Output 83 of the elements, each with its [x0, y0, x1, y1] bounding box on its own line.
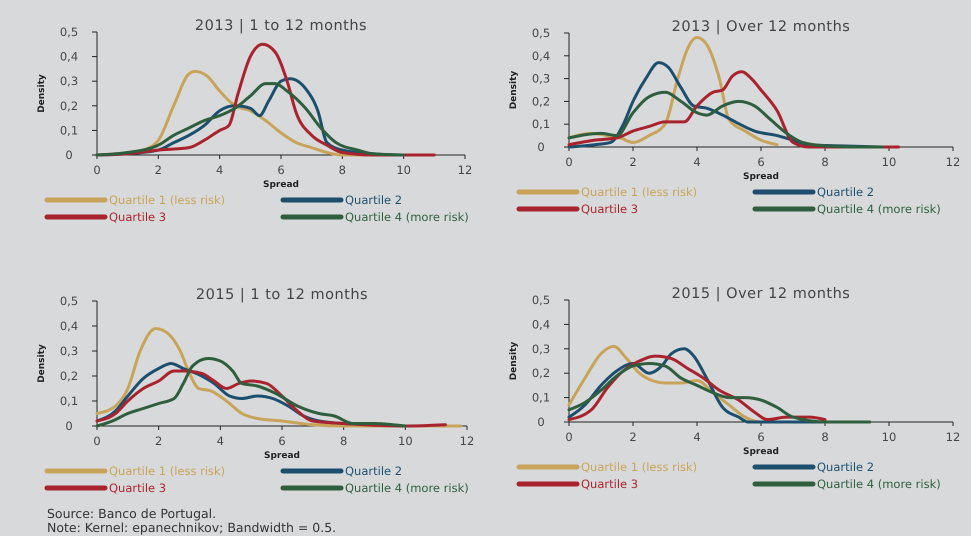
x-tick-label: 10	[882, 155, 896, 169]
text: Quartile 2	[817, 185, 874, 199]
x-tick-label: 10	[396, 163, 411, 177]
y-axis-title: Density	[509, 70, 519, 110]
x-tick-label: 0	[93, 163, 101, 177]
x-tick-label: 4	[216, 163, 224, 177]
y-tick-label: 0,4	[532, 317, 550, 332]
x-tick-label: 0	[565, 430, 573, 444]
y-tick-label: 0,2	[532, 366, 550, 380]
x-tick-label: 0	[565, 155, 573, 169]
y-tick-label: 0,2	[60, 98, 78, 113]
y-axis-title: Density	[37, 344, 47, 383]
x-tick-label: 6	[757, 430, 765, 444]
x-tick-label: 10	[398, 434, 413, 448]
y-tick-label: 0,2	[532, 94, 550, 108]
x-tick-label: 4	[216, 434, 224, 448]
text: Quartile 4 (more risk)	[817, 202, 941, 216]
y-tick-label: 0	[65, 419, 73, 433]
x-tick-label: 6	[278, 434, 286, 448]
x-tick-label: 0	[93, 434, 101, 448]
text: Quartile 3	[581, 202, 638, 216]
y-axis-title: Density	[37, 74, 47, 113]
text: Quartile 1 (less risk)	[581, 460, 698, 474]
x-tick-label: 12	[458, 163, 472, 177]
x-axis-title: Spread	[743, 447, 779, 457]
y-tick-label: 0,5	[532, 293, 550, 307]
chart-title: 2015 | Over 12 months	[672, 286, 850, 302]
text: Quartile 4 (more risk)	[817, 477, 941, 491]
y-tick-label: 0,3	[60, 74, 78, 88]
text: Note: Kernel: epanechnikov; Bandwidth = 0.5.	[47, 520, 336, 535]
x-tick-label: 12	[460, 434, 474, 448]
line-series	[568, 90, 884, 148]
y-tick-label: 0,4	[60, 319, 78, 333]
y-tick-label: 0,3	[532, 342, 550, 356]
x-tick-label: 8	[821, 155, 829, 169]
x-axis-title: Spread	[263, 180, 299, 190]
y-tick-label: 0,4	[60, 50, 78, 64]
y-tick-label: 0,3	[532, 72, 550, 86]
chart-title: 2013 | Over 12 months	[672, 19, 850, 35]
x-tick-label: 8	[338, 163, 346, 177]
x-tick-label: 12	[946, 155, 960, 169]
x-tick-label: 8	[821, 430, 829, 444]
y-tick-label: 0,1	[532, 390, 550, 405]
x-tick-label: 4	[693, 155, 701, 169]
y-tick-label: 0	[537, 415, 545, 429]
line-series	[568, 362, 872, 424]
text: Quartile 2	[345, 464, 402, 478]
text: Quartile 3	[109, 481, 166, 495]
y-axis-title: Density	[509, 342, 519, 380]
y-tick-label: 0,2	[60, 369, 78, 383]
text: Quartile 1 (less risk)	[109, 193, 226, 207]
y-tick-label: 0,4	[532, 48, 550, 63]
x-tick-label: 4	[693, 430, 701, 444]
y-tick-label: 0,1	[60, 123, 78, 138]
x-axis-title: Spread	[743, 172, 779, 182]
text: Quartile 1 (less risk)	[581, 185, 698, 199]
x-tick-label: 6	[277, 163, 285, 177]
x-tick-label: 2	[629, 430, 637, 444]
y-tick-label: 0,1	[60, 394, 78, 408]
y-tick-label: 0,5	[532, 26, 550, 40]
y-tick-label: 0,5	[60, 294, 78, 308]
text: Quartile 1 (less risk)	[109, 464, 226, 478]
x-tick-label: 8	[340, 434, 348, 448]
y-tick-label: 0	[537, 140, 545, 154]
y-tick-label: 0,5	[60, 25, 78, 39]
text: Quartile 3	[581, 477, 638, 491]
y-tick-label: 0,1	[532, 117, 550, 132]
source-note: Source: Banco de Portugal.	[47, 506, 216, 521]
x-tick-label: 6	[757, 155, 765, 169]
text: Quartile 3	[109, 210, 166, 224]
x-tick-label: 12	[946, 430, 960, 444]
chart-title: 2015 | 1 to 12 months	[196, 287, 368, 303]
text: Quartile 4 (more risk)	[345, 481, 469, 495]
y-tick-label: 0,3	[60, 344, 78, 358]
text: Quartile 4 (more risk)	[345, 210, 469, 224]
x-tick-label: 2	[629, 155, 637, 169]
text: Quartile 2	[817, 460, 874, 474]
x-tick-label: 2	[155, 434, 162, 448]
x-axis-title: Spread	[264, 451, 300, 461]
x-tick-label: 2	[154, 163, 162, 177]
x-tick-label: 10	[882, 430, 896, 444]
chart-title: 2013 | 1 to 12 months	[194, 18, 368, 34]
text: Quartile 2	[345, 193, 402, 207]
